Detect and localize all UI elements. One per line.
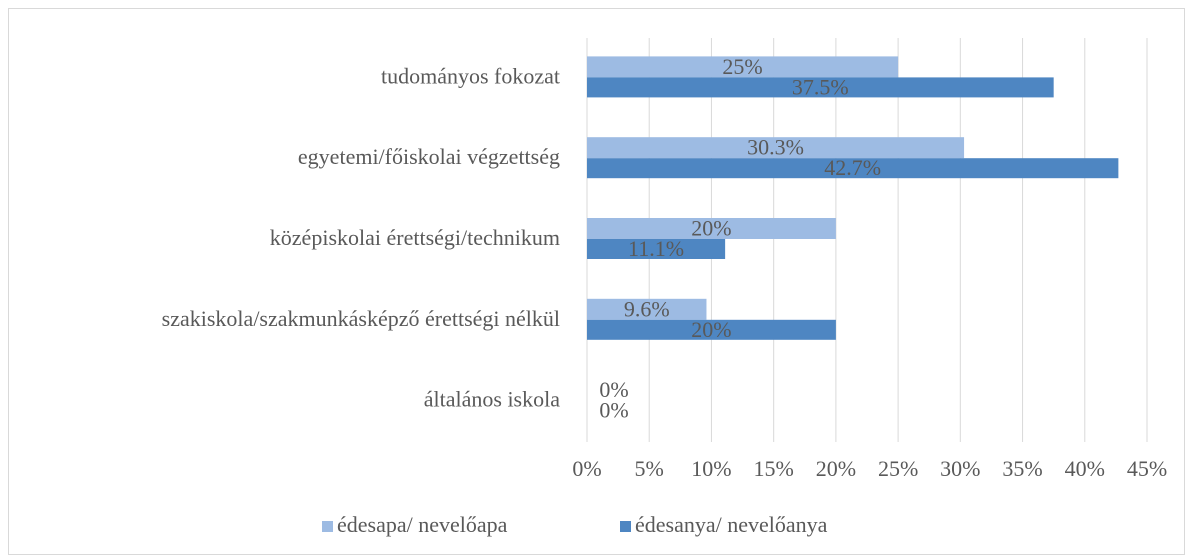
data-label: 25% xyxy=(722,54,762,79)
chart-frame xyxy=(8,8,1185,555)
x-tick-label: 20% xyxy=(816,456,856,481)
data-label: 30.3% xyxy=(747,135,804,160)
legend-swatch xyxy=(322,521,333,532)
data-label: 42.7% xyxy=(824,155,881,180)
data-label: 9.6% xyxy=(624,296,670,321)
x-tick-label: 0% xyxy=(572,456,601,481)
y-tick-label: szakiskola/szakmunkásképző érettségi nél… xyxy=(162,306,560,331)
x-tick-label: 10% xyxy=(691,456,731,481)
x-tick-label: 30% xyxy=(940,456,980,481)
x-tick-label: 25% xyxy=(878,456,918,481)
data-label: 11.1% xyxy=(628,236,684,261)
y-tick-label: középiskolai érettségi/technikum xyxy=(270,225,560,250)
legend-swatch xyxy=(620,521,631,532)
bar xyxy=(587,77,1054,98)
data-label: 20% xyxy=(691,317,731,342)
bar xyxy=(587,319,836,340)
data-label: 20% xyxy=(691,216,731,241)
bar xyxy=(587,137,965,159)
bar xyxy=(587,298,707,320)
y-tick-label: egyetemi/főiskolai végzettség xyxy=(298,144,560,169)
data-label: 0% xyxy=(599,377,628,402)
data-label: 0% xyxy=(599,398,628,423)
x-tick-label: 15% xyxy=(754,456,794,481)
legend-label: édesapa/ nevelőapa xyxy=(337,512,508,537)
bar xyxy=(587,158,1119,179)
data-label: 37.5% xyxy=(792,74,849,99)
bar xyxy=(587,239,726,259)
x-tick-label: 45% xyxy=(1127,456,1167,481)
bar xyxy=(587,56,899,78)
legend-label: édesanya/ nevelőanya xyxy=(635,512,828,537)
y-tick-label: általános iskola xyxy=(424,387,560,412)
x-tick-label: 35% xyxy=(1002,456,1042,481)
x-tick-label: 5% xyxy=(635,456,664,481)
x-tick-label: 40% xyxy=(1065,456,1105,481)
y-tick-label: tudományos fokozat xyxy=(381,63,560,88)
bar xyxy=(587,218,836,239)
